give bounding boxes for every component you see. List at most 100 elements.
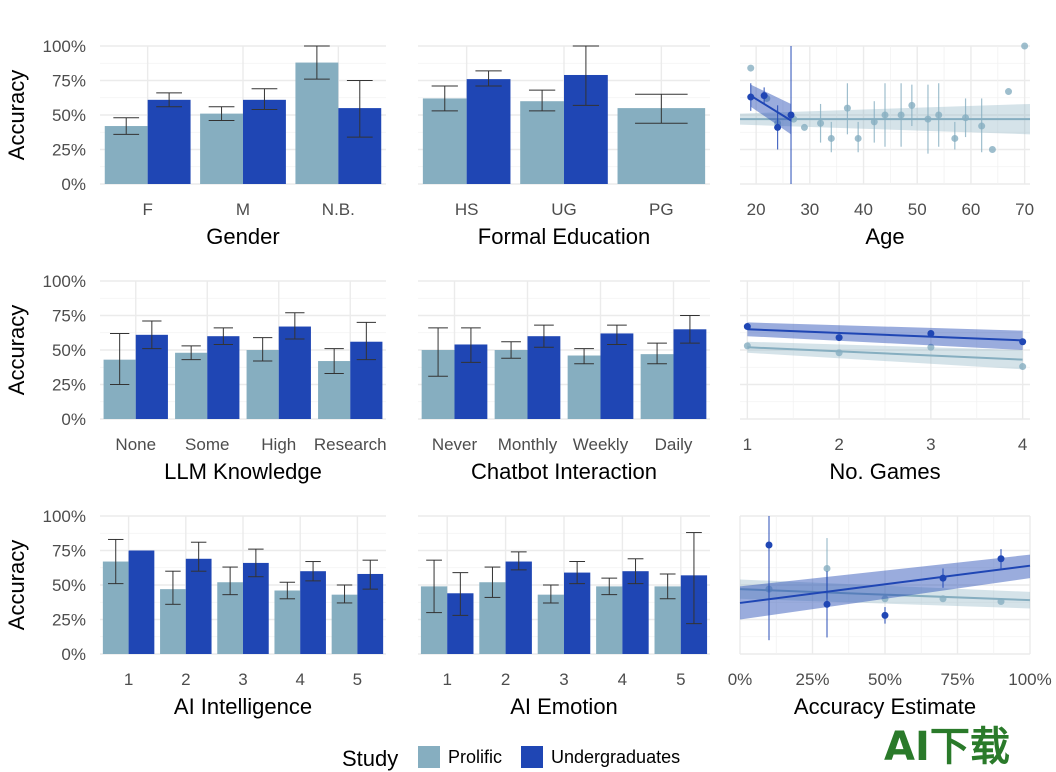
bar-prolific — [200, 113, 243, 184]
x-tick-label: 1 — [743, 435, 752, 454]
data-point-undergraduates — [765, 541, 773, 549]
bar-undergraduates — [278, 326, 311, 419]
x-axis-title: No. Games — [829, 459, 940, 484]
bar-undergraduates — [527, 336, 561, 419]
x-tick-label: High — [261, 435, 296, 454]
y-tick-label: 0% — [61, 175, 86, 194]
data-point-undergraduates — [747, 93, 755, 101]
x-tick-label: Weekly — [573, 435, 629, 454]
x-axis-title: Formal Education — [478, 224, 650, 249]
data-point-undergraduates — [774, 123, 782, 131]
bar-undergraduates — [243, 562, 269, 654]
data-point-prolific — [897, 111, 905, 119]
x-tick-label: 4 — [295, 670, 304, 689]
bar-prolific — [274, 590, 301, 654]
bar-undergraduates — [185, 558, 212, 654]
y-tick-label: 75% — [52, 307, 86, 326]
x-tick-label: 1 — [442, 670, 451, 689]
panel-2: Formal Education HS UG PG — [418, 45, 710, 249]
data-point-undergraduates — [1019, 338, 1027, 346]
x-tick-label: 2 — [834, 435, 843, 454]
bar-undergraduates — [147, 99, 191, 184]
data-point-prolific — [988, 146, 996, 153]
y-tick-label: 0% — [61, 410, 86, 429]
data-point-prolific — [881, 111, 889, 119]
confidence-band-undergraduates — [740, 554, 1030, 620]
bar-undergraduates — [243, 99, 286, 184]
x-tick-label: 75% — [940, 670, 974, 689]
data-point-prolific — [827, 134, 835, 142]
bar-undergraduates — [564, 572, 591, 654]
data-point-undergraduates — [760, 92, 768, 100]
fit-line-undergraduates — [750, 94, 792, 122]
data-point-undergraduates — [743, 323, 751, 331]
x-tick-label: 4 — [1018, 435, 1027, 454]
data-point-prolific — [927, 343, 935, 351]
y-axis-title: Accuracy — [4, 305, 29, 395]
data-point-prolific — [978, 122, 986, 130]
data-point-prolific — [935, 111, 943, 119]
data-point-prolific — [843, 104, 851, 112]
bar-undergraduates — [673, 329, 707, 419]
x-tick-label: 3 — [559, 670, 568, 689]
x-tick-label: 50% — [868, 670, 902, 689]
legend-swatch-prolific — [418, 746, 440, 768]
bar-prolific — [537, 594, 564, 654]
fit-line-undergraduates — [739, 564, 1031, 604]
y-tick-label: 100% — [43, 37, 86, 56]
x-axis-title: Age — [865, 224, 904, 249]
x-tick-label: 70 — [1015, 200, 1034, 219]
panel-3: Age 20 30 40 50 60 70 — [740, 42, 1034, 249]
bar-prolific — [331, 594, 358, 654]
data-point-prolific — [881, 595, 889, 603]
x-tick-label: 3 — [238, 670, 247, 689]
x-tick-label: 1 — [124, 670, 133, 689]
data-point-prolific — [939, 595, 947, 603]
y-tick-label: 100% — [43, 507, 86, 526]
data-point-prolific — [1005, 88, 1013, 96]
data-point-prolific — [823, 564, 831, 572]
bar-undergraduates — [622, 571, 649, 654]
x-tick-label: PG — [649, 200, 674, 219]
y-tick-label: 25% — [52, 611, 86, 630]
fit-line-prolific — [739, 588, 1031, 602]
data-point-prolific — [854, 134, 862, 142]
x-tick-label: Research — [314, 435, 387, 454]
y-axis-title: Accuracy — [4, 540, 29, 630]
x-tick-label: 20 — [747, 200, 766, 219]
bar-undergraduates — [466, 79, 511, 184]
bar-prolific — [640, 354, 674, 419]
panel-1: 0% 25% 50% 75% 100% Accuracy Gender F M N.B. — [4, 37, 386, 249]
x-tick-label: Never — [432, 435, 478, 454]
x-axis-title: AI Emotion — [510, 694, 618, 719]
x-tick-label: 5 — [353, 670, 362, 689]
x-tick-label: Monthly — [498, 435, 558, 454]
data-point-prolific — [747, 64, 755, 72]
y-tick-label: 50% — [52, 106, 86, 125]
y-axis-title: Accuracy — [4, 70, 29, 160]
x-axis-title: LLM Knowledge — [164, 459, 322, 484]
data-point-prolific — [800, 123, 808, 131]
y-tick-label: 75% — [52, 542, 86, 561]
x-tick-label: UG — [551, 200, 577, 219]
data-point-undergraduates — [997, 555, 1005, 563]
legend-swatch-undergraduates — [521, 746, 543, 768]
y-tick-label: 75% — [52, 72, 86, 91]
panel-8: AI Emotion 1 2 3 4 5 — [418, 515, 710, 719]
bar-prolific — [520, 101, 564, 184]
data-point-prolific — [870, 118, 878, 126]
x-tick-label: 0% — [728, 670, 753, 689]
x-tick-label: F — [142, 200, 152, 219]
data-point-prolific — [962, 114, 970, 122]
y-tick-label: 25% — [52, 376, 86, 395]
x-tick-label: 40 — [854, 200, 873, 219]
y-tick-label: 100% — [43, 272, 86, 291]
data-point-prolific — [951, 134, 959, 142]
bar-undergraduates — [300, 571, 326, 654]
x-tick-label: 2 — [501, 670, 510, 689]
legend: Study Prolific Undergraduates — [342, 746, 680, 771]
bar-prolific — [596, 586, 623, 654]
x-tick-label: N.B. — [322, 200, 355, 219]
watermark-logo: AI下载 — [884, 724, 1010, 770]
